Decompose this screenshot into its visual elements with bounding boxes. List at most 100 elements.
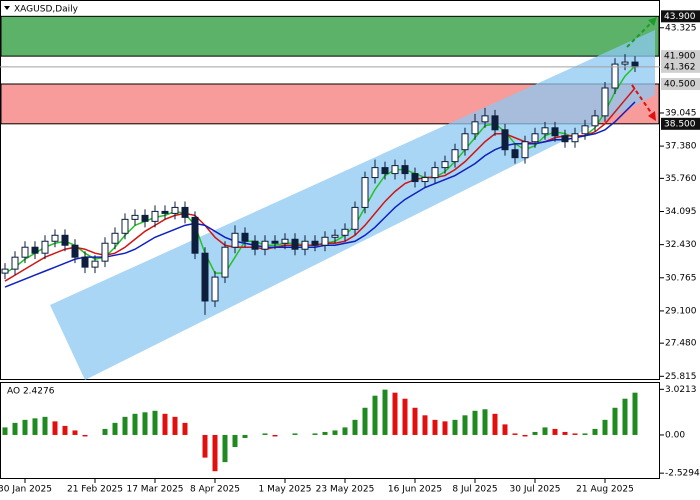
candle-body	[401, 165, 409, 175]
ao-tick-label: 3.0213	[665, 385, 697, 395]
ao-bar	[142, 412, 148, 435]
candle-body	[251, 240, 259, 250]
candle-body	[141, 214, 149, 222]
x-tick-label: 21 Feb 2025	[67, 485, 123, 495]
ao-bar	[332, 430, 338, 435]
candle-body	[321, 236, 329, 246]
candle-body	[121, 218, 129, 234]
ao-bar	[392, 392, 398, 435]
candle-body	[241, 232, 249, 242]
candle-body	[531, 133, 539, 143]
candle-body	[331, 234, 339, 238]
candle-body	[501, 129, 509, 151]
candle-body	[61, 234, 69, 246]
y-tick-label: 39.045	[665, 108, 697, 118]
ao-bar	[572, 433, 578, 435]
candle-body	[611, 63, 619, 89]
ao-bar	[562, 431, 568, 435]
menu-triangle[interactable]	[4, 6, 10, 10]
ao-title: AO 2.4276	[7, 387, 55, 397]
candle-body	[51, 234, 59, 242]
ao-bar	[132, 413, 138, 435]
candle-body	[561, 135, 569, 143]
level-label-box	[661, 78, 700, 91]
level-label: 41.900	[664, 52, 696, 62]
candle-body	[581, 125, 589, 135]
level-label: 38.500	[664, 119, 696, 129]
ao-bar	[472, 410, 478, 435]
ao-bar	[292, 433, 298, 435]
ao-bar	[422, 415, 428, 435]
ao-bar	[522, 434, 528, 437]
candle-body	[201, 252, 209, 302]
y-tick-label: 27.480	[665, 339, 697, 349]
y-tick-label: 32.430	[665, 240, 697, 250]
y-tick-label: 30.765	[665, 273, 697, 283]
candle-body	[351, 206, 359, 230]
candle-body	[391, 165, 399, 175]
ao-bar	[72, 430, 78, 435]
ao-bar	[12, 422, 18, 435]
candle-body	[471, 121, 479, 135]
ao-bar	[352, 419, 358, 435]
candle-body	[1, 268, 9, 274]
ao-bar	[342, 427, 348, 435]
candle-body	[231, 232, 239, 248]
ao-bar	[102, 428, 108, 435]
x-tick-label: 8 Jul 2025	[452, 485, 497, 495]
ao-bar	[532, 431, 538, 435]
y-tick-label: 37.380	[665, 142, 697, 152]
ao-bar	[172, 416, 178, 435]
level-label-box	[661, 10, 700, 23]
ao-bar	[202, 434, 208, 458]
ao-bar	[592, 428, 598, 435]
x-tick-label: 8 Apr 2025	[190, 485, 240, 495]
candle-body	[511, 149, 519, 159]
candle-body	[551, 127, 559, 137]
candle-body	[521, 141, 529, 159]
ao-bar	[212, 434, 218, 472]
candle-body	[631, 61, 639, 68]
ao-bar	[22, 419, 28, 435]
x-tick-label: 17 Mar 2025	[126, 485, 183, 495]
candle-body	[181, 206, 189, 218]
candle-body	[211, 276, 219, 302]
candle-body	[541, 127, 549, 135]
ao-bar	[262, 433, 268, 435]
ao-bar	[52, 421, 58, 435]
main-panel	[0, 0, 660, 380]
ao-bar	[152, 410, 158, 435]
candle-body	[271, 240, 279, 244]
ao-tick-label: 0.00	[665, 430, 685, 440]
candle-body	[161, 210, 169, 214]
ao-bar	[612, 407, 618, 435]
x-tick-label: 23 May 2025	[316, 485, 375, 495]
candle-body	[91, 260, 99, 268]
ao-bar	[502, 424, 508, 435]
candle-body	[361, 177, 369, 208]
trend-channel	[50, 30, 655, 380]
ao-bar	[452, 419, 458, 435]
ao-bar	[222, 434, 228, 463]
ao-bar	[462, 415, 468, 435]
ao-bar	[122, 416, 128, 435]
ao-bar	[512, 433, 518, 435]
candle-body	[371, 167, 379, 179]
ao-bar	[492, 413, 498, 435]
level-label: 40.500	[664, 80, 696, 90]
ao-bar	[582, 433, 588, 435]
candle-body	[151, 210, 159, 222]
moving-average	[4, 87, 636, 282]
x-tick-label: 30 Jul 2025	[510, 485, 561, 495]
candle-body	[71, 244, 79, 258]
x-tick-label: 30 Jan 2025	[0, 485, 52, 495]
candle-body	[21, 246, 29, 258]
ao-panel	[0, 382, 660, 479]
last-price-label: 41.362	[664, 62, 696, 72]
level-label-box	[661, 50, 700, 63]
ao-bar	[232, 434, 238, 448]
ao-bar	[552, 428, 558, 435]
candle-body	[131, 214, 139, 220]
candle-body	[461, 133, 469, 151]
